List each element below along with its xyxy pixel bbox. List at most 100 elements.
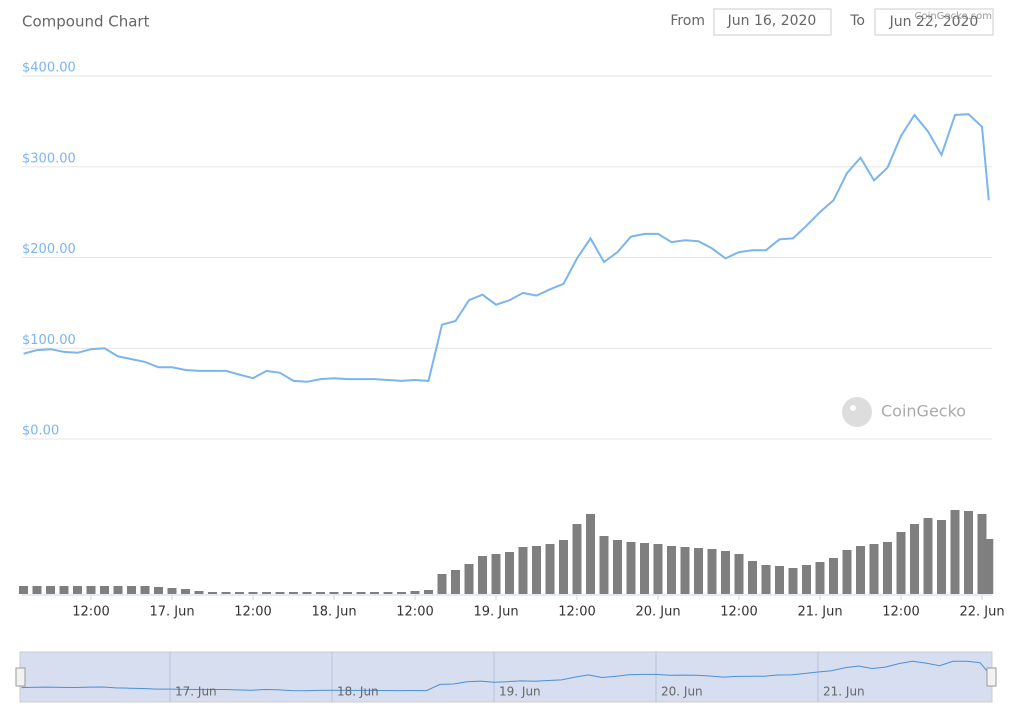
volume-bar bbox=[842, 550, 852, 594]
volume-bar bbox=[964, 511, 973, 594]
volume-bar bbox=[761, 565, 771, 594]
volume-bar bbox=[235, 592, 244, 594]
volume-bar bbox=[984, 539, 994, 594]
volume-bar bbox=[734, 554, 744, 594]
watermark: CoinGecko bbox=[881, 402, 966, 421]
volume-bar bbox=[937, 520, 946, 594]
volume-bar bbox=[194, 591, 204, 594]
navigator-label: 19. Jun bbox=[499, 685, 541, 699]
price-line bbox=[23, 113, 990, 383]
volume-bar bbox=[694, 548, 703, 594]
volume-bar bbox=[370, 592, 379, 594]
volume-bar bbox=[923, 518, 933, 594]
from-label: From bbox=[670, 13, 705, 29]
volume-bar bbox=[343, 592, 352, 594]
volume-bar bbox=[910, 524, 919, 594]
volume-bar bbox=[32, 586, 42, 594]
to-date[interactable]: Jun 22, 2020 bbox=[889, 14, 979, 30]
volume-bar bbox=[680, 547, 690, 594]
volume-bar bbox=[73, 586, 82, 594]
volume-bar bbox=[86, 586, 96, 594]
volume-bar bbox=[505, 552, 514, 594]
volume-bar bbox=[356, 592, 366, 594]
volume-bar bbox=[437, 574, 447, 594]
volume-bar bbox=[478, 556, 487, 594]
volume-bar bbox=[626, 542, 636, 594]
x-tick-label: 20. Jun bbox=[635, 605, 680, 620]
credit: CoinGecko.com bbox=[914, 11, 992, 22]
volume-bar bbox=[572, 524, 582, 594]
volume-bar bbox=[707, 549, 717, 594]
watermark-logo-eye bbox=[850, 405, 856, 411]
chart-title: Compound Chart bbox=[22, 13, 150, 31]
y-tick-label: $100.00 bbox=[22, 333, 76, 348]
volume-bar bbox=[451, 570, 460, 594]
volume-bar bbox=[46, 586, 55, 594]
volume-bar bbox=[545, 544, 555, 594]
volume-bar bbox=[815, 562, 825, 594]
navigator-label: 18. Jun bbox=[337, 685, 379, 699]
volume-bar bbox=[424, 590, 433, 594]
volume-bar bbox=[289, 592, 298, 594]
volume-bar bbox=[464, 564, 474, 594]
x-tick-label: 12:00 bbox=[72, 605, 109, 620]
volume-bar bbox=[316, 592, 325, 594]
volume-bar bbox=[950, 510, 960, 594]
volume-bar bbox=[653, 544, 663, 594]
volume-bar bbox=[613, 540, 622, 594]
x-tick-label: 17. Jun bbox=[149, 605, 194, 620]
volume-bar bbox=[100, 586, 109, 594]
volume-bar bbox=[383, 592, 393, 594]
navigator-label: 17. Jun bbox=[175, 685, 217, 699]
volume-bar bbox=[896, 532, 906, 594]
to-input[interactable] bbox=[874, 8, 994, 36]
navigator-handle[interactable] bbox=[15, 667, 26, 687]
volume-bar bbox=[127, 586, 136, 594]
volume-bar bbox=[788, 568, 798, 594]
volume-bar bbox=[491, 554, 501, 594]
volume-bar bbox=[667, 546, 676, 594]
x-tick-label: 21. Jun bbox=[797, 605, 842, 620]
volume-bar bbox=[802, 565, 811, 594]
volume-bar bbox=[869, 544, 879, 594]
volume-bar bbox=[775, 566, 784, 594]
volume-bar bbox=[329, 592, 339, 594]
volume-bar bbox=[586, 514, 595, 594]
y-tick-label: $0.00 bbox=[22, 424, 59, 439]
volume-bar bbox=[883, 542, 892, 594]
y-tick-label: $300.00 bbox=[22, 151, 76, 166]
volume-bar bbox=[167, 588, 177, 594]
from-input[interactable] bbox=[713, 8, 832, 36]
volume-bar bbox=[977, 514, 987, 594]
navigator-label: 20. Jun bbox=[661, 685, 703, 699]
volume-bar bbox=[154, 587, 163, 594]
volume-bar bbox=[721, 551, 730, 594]
navigator-line bbox=[21, 660, 988, 692]
from-date[interactable]: Jun 16, 2020 bbox=[727, 13, 817, 29]
volume-bar bbox=[532, 546, 541, 594]
volume-bar bbox=[640, 543, 649, 594]
x-tick-label: 12:00 bbox=[558, 605, 595, 620]
volume-bar bbox=[518, 547, 528, 594]
volume-bar bbox=[748, 561, 757, 594]
volume-bar bbox=[410, 591, 420, 594]
volume-bar bbox=[829, 558, 838, 594]
watermark-logo bbox=[842, 397, 872, 427]
volume-bar bbox=[599, 536, 609, 594]
x-tick-label: 18. Jun bbox=[311, 605, 356, 620]
navigator-handle[interactable] bbox=[986, 667, 997, 687]
volume-bar bbox=[19, 586, 28, 594]
volume-bar bbox=[397, 592, 406, 594]
y-tick-label: $200.00 bbox=[22, 242, 76, 257]
volume-bar bbox=[302, 592, 312, 594]
to-label: To bbox=[849, 13, 865, 29]
volume-bar bbox=[856, 546, 865, 594]
volume-bar bbox=[208, 592, 217, 594]
volume-bar bbox=[559, 540, 568, 594]
y-tick-label: $400.00 bbox=[22, 61, 76, 76]
x-tick-label: 12:00 bbox=[396, 605, 433, 620]
volume-bar bbox=[275, 592, 285, 594]
x-tick-label: 22. Jun bbox=[959, 605, 1004, 620]
